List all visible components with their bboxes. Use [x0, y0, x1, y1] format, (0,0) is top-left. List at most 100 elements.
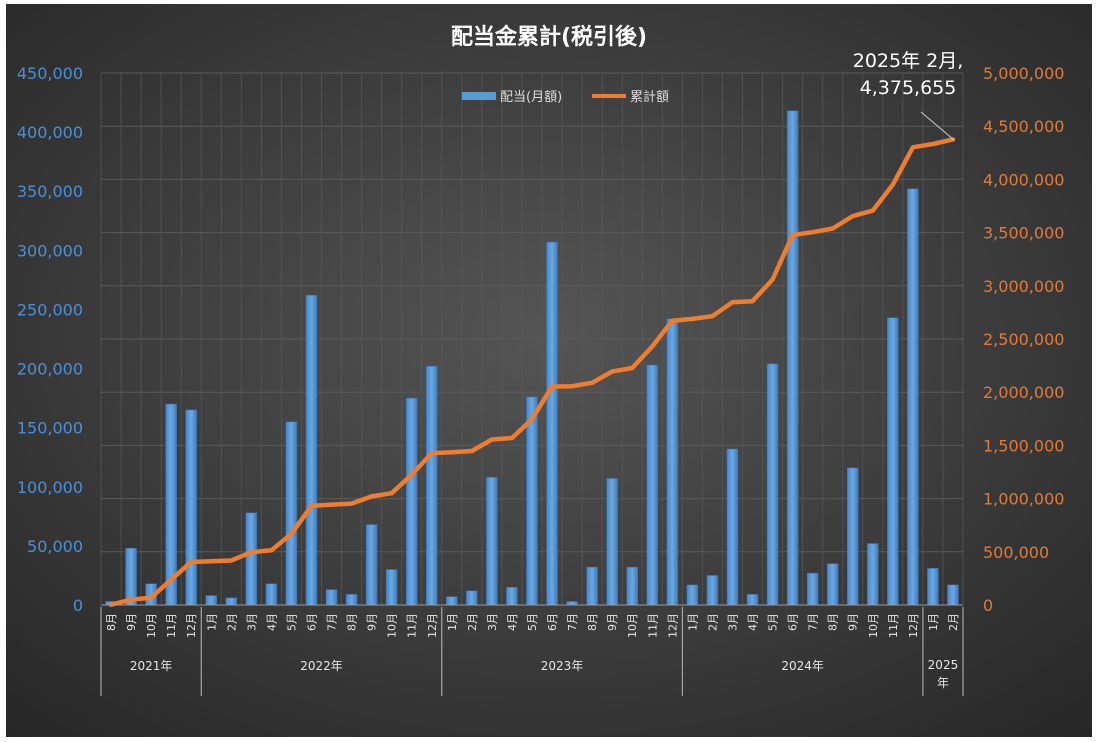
line-point [249, 550, 253, 554]
month-label: 4月 [265, 613, 278, 631]
bar [185, 409, 197, 606]
month-label: 1月 [446, 613, 459, 631]
month-label: 3月 [245, 613, 258, 631]
left-tick-label: 350,000 [17, 182, 83, 201]
line-point [390, 491, 394, 495]
line-point [871, 209, 875, 213]
line-point [470, 449, 474, 453]
line-point [690, 317, 694, 321]
bar [726, 448, 739, 606]
bar-series [105, 110, 959, 606]
right-tick-label: 3,500,000 [983, 224, 1064, 243]
left-tick-label: 50,000 [27, 537, 83, 556]
month-label: 7月 [566, 613, 579, 631]
bar [646, 364, 659, 606]
left-tick-label: 250,000 [17, 300, 83, 319]
left-tick-label: 450,000 [17, 64, 83, 83]
month-label: 12月 [907, 613, 920, 638]
year-label: 2021年 [130, 659, 173, 673]
left-axis-ticks: 0 50,000 100,000 150,000 200,000 250,000 300,0… [17, 64, 83, 615]
right-axis-ticks: 0 500,000 1,000,000 1,500,000 2,000,000 2,500… [983, 64, 1064, 615]
bar [225, 597, 238, 606]
month-label: 9月 [366, 613, 379, 631]
dividend-chart: 配当金累計(税引後) 0 50,000 100,000 150,000 200,000 2… [6, 4, 1092, 737]
right-tick-label: 5,000,000 [983, 64, 1064, 83]
year-label: 2023年 [541, 659, 584, 673]
month-label: 11月 [887, 613, 900, 638]
month-label: 10月 [386, 613, 399, 638]
right-tick-label: 3,000,000 [983, 277, 1064, 296]
month-label: 5月 [526, 613, 539, 631]
line-point [209, 559, 213, 563]
bar [486, 477, 498, 606]
line-point [430, 451, 434, 455]
bar [887, 317, 899, 606]
chart-title: 配当金累計(税引後) [451, 24, 647, 50]
month-label: 4月 [747, 613, 760, 631]
year-label: 2025 [928, 658, 959, 672]
line-point [710, 314, 714, 318]
month-label: 12月 [426, 613, 439, 638]
bar [947, 584, 959, 606]
bar [385, 569, 398, 606]
line-point [771, 278, 775, 282]
month-label: 1月 [686, 613, 699, 631]
month-label: 2月 [225, 613, 238, 631]
bar [626, 566, 638, 606]
bar [606, 478, 618, 606]
right-tick-label: 0 [983, 596, 993, 615]
month-label: 7月 [326, 613, 339, 631]
line-point [831, 226, 835, 230]
bar [806, 572, 819, 606]
bar [867, 543, 879, 606]
month-label: 5月 [767, 613, 780, 631]
line-series [108, 137, 956, 607]
line-point [169, 578, 173, 582]
line-point [650, 344, 654, 348]
bar [405, 397, 418, 606]
line-point [730, 300, 734, 304]
month-label: 10月 [867, 613, 880, 638]
bar [466, 590, 478, 606]
line-point [791, 233, 795, 237]
line-point [350, 502, 354, 506]
bar [846, 467, 859, 606]
gridlines [100, 72, 964, 606]
month-label: 8月 [346, 613, 359, 631]
line-point [911, 145, 915, 149]
bar [426, 365, 438, 606]
line-point [630, 366, 634, 370]
bar [746, 594, 759, 606]
month-label: 8月 [827, 613, 840, 631]
month-label: 6月 [306, 613, 319, 631]
bar [826, 563, 839, 606]
line-point [229, 559, 233, 563]
bar [927, 568, 939, 606]
month-label: 2月 [706, 613, 719, 631]
bar [125, 548, 137, 606]
legend-line-label: 累計額 [630, 89, 669, 105]
legend-bar-swatch [462, 92, 496, 100]
right-tick-label: 1,000,000 [983, 490, 1064, 509]
line-point [931, 142, 935, 146]
line-point [189, 560, 193, 564]
annotation-line1: 2025年 2月, [853, 50, 964, 72]
left-tick-label: 150,000 [17, 419, 83, 438]
right-tick-label: 500,000 [983, 543, 1049, 562]
bar [205, 595, 218, 606]
bar [265, 583, 278, 606]
year-label: 2022年 [300, 659, 343, 673]
bar [345, 594, 358, 606]
bar [305, 295, 318, 606]
month-label: 2月 [466, 613, 479, 631]
month-label: 8月 [586, 613, 599, 631]
annotation-leader-line [920, 111, 955, 141]
bar [766, 363, 779, 606]
month-label: 1月 [205, 613, 218, 631]
line-point [129, 598, 133, 602]
line-point [490, 438, 494, 442]
line-point [550, 385, 554, 389]
bar [325, 589, 338, 606]
bar [365, 524, 378, 606]
left-tick-label: 200,000 [17, 360, 83, 379]
